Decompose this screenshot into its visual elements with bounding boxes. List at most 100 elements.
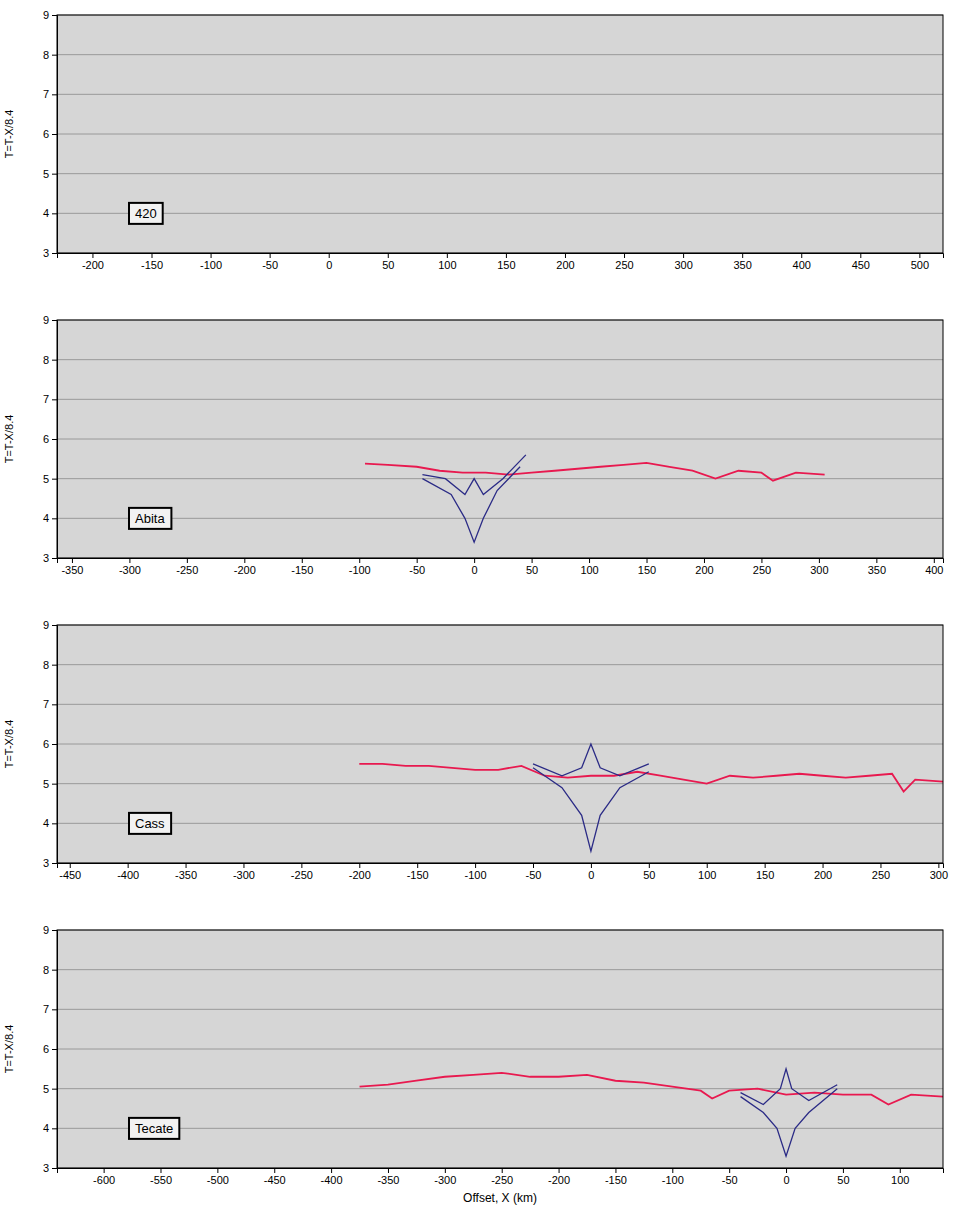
marks: [359, 744, 943, 851]
x-tick: -150: [291, 558, 313, 576]
x-tick-mark: [880, 863, 881, 868]
panel: -600-550-500-450-400-350-300-250-200-150…: [3, 924, 944, 1205]
travel-time-curve: [359, 764, 943, 792]
x-tick-label: 400: [793, 259, 811, 271]
x-tick-mark: [761, 558, 762, 563]
y-tick-mark: [52, 439, 57, 440]
y-tick: 5: [43, 168, 57, 180]
y-tick-mark: [52, 558, 57, 559]
grid-line: [57, 744, 943, 745]
y-tick-label: 6: [43, 738, 49, 750]
grid-line: [57, 1088, 943, 1089]
x-tick-mark: [742, 253, 743, 258]
x-tick: 150: [638, 558, 656, 576]
x-tick: 50: [382, 253, 394, 271]
x-tick: -200: [548, 1168, 570, 1186]
y-tick: 5: [43, 473, 57, 485]
y-tick-mark: [52, 320, 57, 321]
y-tick-mark: [52, 15, 57, 16]
x-tick: 400: [793, 253, 811, 271]
x-tick-label: 300: [674, 259, 692, 271]
x-tick: 350: [733, 253, 751, 271]
panel-label: Cass: [135, 816, 165, 831]
y-tick-mark: [52, 1009, 57, 1010]
x-tick-mark: [270, 253, 271, 258]
travel-time-curve: [422, 455, 525, 495]
x-tick-mark: [160, 1168, 161, 1173]
y-tick-label: 9: [43, 9, 49, 21]
x-tick: 0: [783, 1168, 789, 1186]
x-tick-mark: [591, 863, 592, 868]
y-axis-line: [52, 16, 58, 254]
y-tick: 6: [43, 738, 57, 750]
x-tick-label: -550: [150, 1174, 172, 1186]
x-tick-mark: [447, 253, 448, 258]
x-tick: -300: [119, 558, 141, 576]
x-tick-mark: [301, 863, 302, 868]
y-axis-line: [52, 931, 58, 1169]
x-tick: 100: [580, 558, 598, 576]
x-tick-label: 150: [756, 869, 774, 881]
y-tick-label: 9: [43, 314, 49, 326]
panel-label: Abita: [135, 511, 165, 526]
y-tick: 6: [43, 433, 57, 445]
x-tick-label: -600: [93, 1174, 115, 1186]
x-tick-mark: [765, 863, 766, 868]
x-tick: 400: [925, 558, 943, 576]
x-tick: -50: [526, 863, 542, 881]
x-tick: -300: [233, 863, 255, 881]
y-tick-label: 8: [43, 49, 49, 61]
x-tick: -100: [662, 1168, 684, 1186]
x-tick: 450: [852, 253, 870, 271]
x-tick: -550: [150, 1168, 172, 1186]
x-tick-mark: [672, 1168, 673, 1173]
x-tick-label: -50: [262, 259, 278, 271]
plot-frame: [57, 15, 943, 253]
x-tick-mark: [559, 1168, 560, 1173]
x-tick: 200: [814, 863, 832, 881]
y-axis-title: T=T-X/8.4: [3, 720, 15, 769]
y-axis-title: T=T-X/8.4: [3, 1025, 15, 1074]
x-tick-label: 350: [733, 259, 751, 271]
y-axis-title: T=T-X/8.4: [3, 415, 15, 464]
x-tick-label: -400: [321, 1174, 343, 1186]
y-tick: 7: [43, 698, 57, 710]
x-axis-line: [58, 1169, 944, 1174]
x-tick-label: -50: [722, 1174, 738, 1186]
y-tick-mark: [52, 784, 57, 785]
grid-line: [57, 439, 943, 440]
plot-background: [57, 15, 943, 253]
x-tick: 250: [753, 558, 771, 576]
x-tick-mark: [819, 558, 820, 563]
x-tick-label: 200: [556, 259, 574, 271]
y-tick-mark: [52, 665, 57, 666]
grid-line: [57, 54, 943, 55]
y-tick-label: 3: [43, 857, 49, 869]
x-tick-label: 300: [810, 564, 828, 576]
x-tick-label: 400: [925, 564, 943, 576]
x-tick-label: -150: [141, 259, 163, 271]
panel-label-box: [129, 508, 171, 529]
x-tick-label: 300: [930, 869, 948, 881]
x-tick-label: 100: [698, 869, 716, 881]
x-tick-mark: [186, 863, 187, 868]
y-tick-mark: [52, 360, 57, 361]
y-axis: 3456789: [43, 924, 58, 1174]
x-tick-mark: [417, 558, 418, 563]
x-tick-label: 250: [753, 564, 771, 576]
x-tick-label: -50: [409, 564, 425, 576]
x-tick-label: -150: [605, 1174, 627, 1186]
y-tick-label: 9: [43, 924, 49, 936]
x-tick-label: -150: [407, 869, 429, 881]
plot-frame: [57, 625, 943, 863]
panel: -350-300-250-200-150-100-500501001502002…: [3, 314, 944, 576]
x-axis-line: [58, 559, 944, 564]
grid-line: [57, 399, 943, 400]
y-tick-label: 4: [43, 512, 49, 524]
x-tick-label: 0: [472, 564, 478, 576]
y-axis-line: [52, 626, 58, 864]
x-tick-mark: [445, 1168, 446, 1173]
x-tick-label: -300: [434, 1174, 456, 1186]
grid-line: [57, 664, 943, 665]
travel-time-curve: [422, 467, 520, 542]
